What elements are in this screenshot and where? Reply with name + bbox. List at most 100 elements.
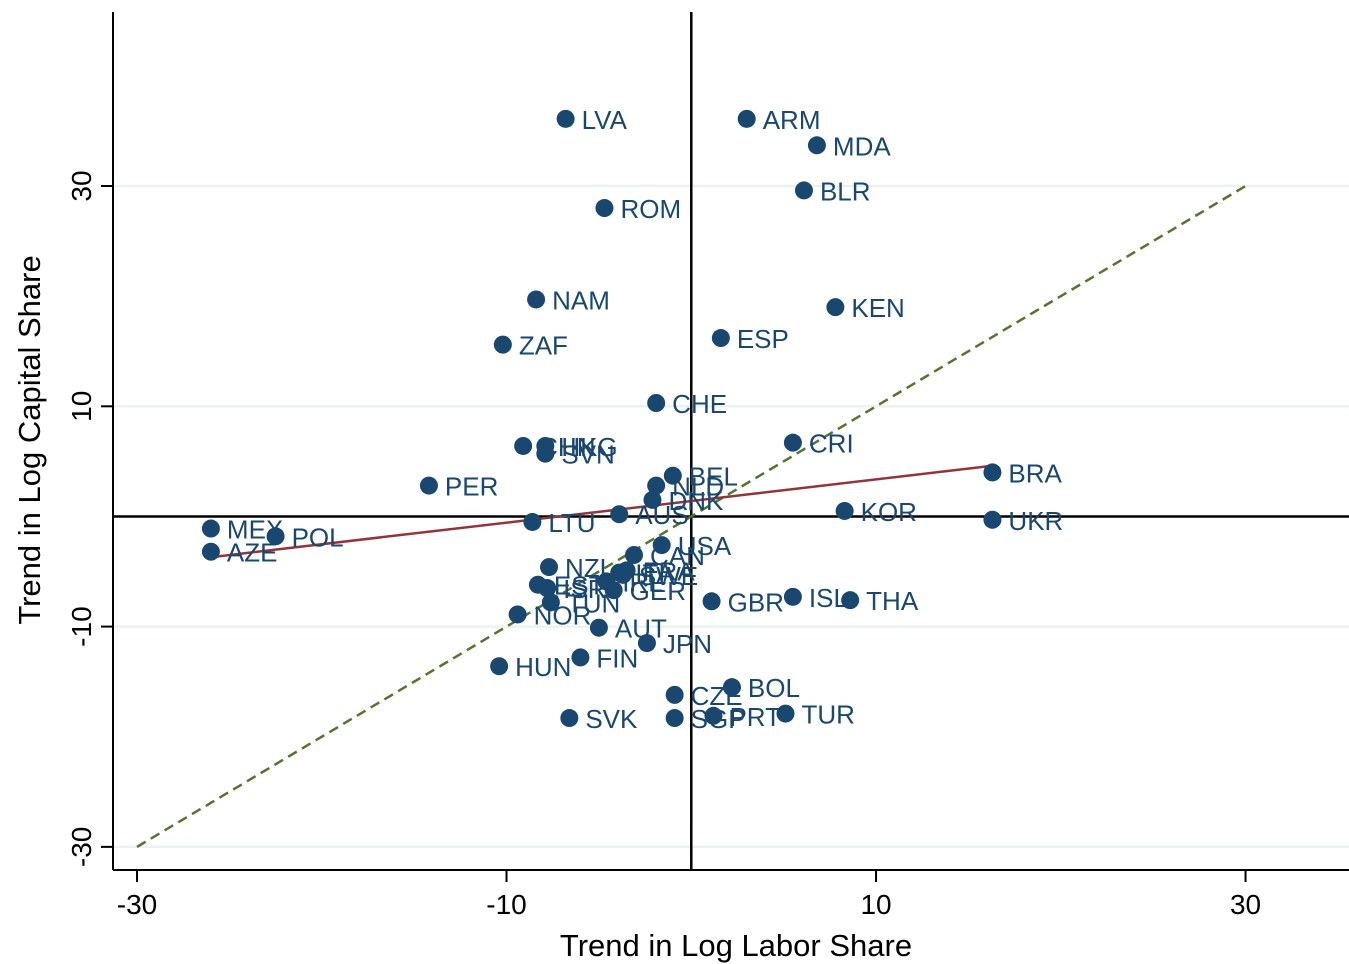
data-point-label: CRI xyxy=(809,429,854,459)
data-point-label: NLD xyxy=(672,472,724,502)
x-tick-label: -10 xyxy=(486,889,526,920)
gridlines xyxy=(113,184,1349,849)
data-point xyxy=(266,527,285,546)
data-point-label: NOR xyxy=(534,600,592,630)
data-point xyxy=(722,678,741,697)
data-point xyxy=(783,587,802,606)
data-point-label: KEN xyxy=(851,293,904,323)
data-point xyxy=(652,536,671,555)
data-point-label: BEL xyxy=(689,462,738,492)
data-point-label: GER xyxy=(630,576,686,606)
data-point xyxy=(647,476,666,495)
data-point-label: UKR xyxy=(1008,506,1063,536)
data-point xyxy=(571,648,590,667)
x-tick-label: -30 xyxy=(117,889,157,920)
data-point-label: JPN xyxy=(663,629,712,659)
data-point xyxy=(610,505,629,524)
diagonal-45-line xyxy=(136,184,1247,848)
y-tick-label: 30 xyxy=(66,170,97,201)
fitted-lines xyxy=(136,184,1247,848)
data-point xyxy=(527,290,546,309)
data-point xyxy=(704,706,723,725)
data-point xyxy=(826,298,845,317)
data-point-label: CAN xyxy=(650,541,705,571)
x-axis-title: Trend in Log Labor Share xyxy=(560,928,912,963)
data-point-label: SVN xyxy=(561,440,614,470)
data-point xyxy=(490,657,509,676)
fitted-regression-line xyxy=(210,464,993,559)
data-point xyxy=(201,542,220,561)
data-point xyxy=(595,199,614,218)
data-point-label: FIN xyxy=(596,643,638,673)
data-point xyxy=(783,433,802,452)
data-point-label: DNK xyxy=(668,486,724,516)
data-point xyxy=(637,634,656,653)
data-point xyxy=(983,463,1002,482)
data-point xyxy=(540,558,559,577)
data-point xyxy=(419,476,438,495)
data-point-label: SGP xyxy=(691,704,746,734)
data-point-label: EST xyxy=(554,571,605,601)
data-point-label: THA xyxy=(866,586,919,616)
data-point xyxy=(643,490,662,509)
y-tick-label: -30 xyxy=(66,827,97,867)
data-point-label: CHN xyxy=(539,432,595,462)
data-point-label: BRA xyxy=(1008,458,1062,488)
axes: -30 -10 10 30 -30 -10 10 30 xyxy=(66,12,1349,920)
data-point-label: GBR xyxy=(728,587,784,617)
data-point xyxy=(702,592,721,611)
data-point xyxy=(841,591,860,610)
data-point xyxy=(493,335,512,354)
data-point xyxy=(514,436,533,455)
data-point-label: ISR xyxy=(563,574,606,604)
data-point-label: BLR xyxy=(820,176,871,206)
data-point xyxy=(663,466,682,485)
data-point-label: ZAF xyxy=(519,331,568,361)
data-point xyxy=(625,545,644,564)
data-point-label: NAM xyxy=(552,285,610,315)
data-point xyxy=(589,618,608,637)
data-point-label: AUT xyxy=(615,614,667,644)
data-points xyxy=(201,109,1002,728)
data-point-label: ESP xyxy=(737,324,789,354)
reference-lines xyxy=(113,12,1349,870)
data-point-label: HKG xyxy=(561,432,617,462)
data-point-label: MEX xyxy=(227,515,283,545)
x-tick-label: 30 xyxy=(1230,889,1261,920)
data-point-label: SWE xyxy=(639,561,698,591)
data-point xyxy=(665,685,684,704)
data-point xyxy=(983,510,1002,529)
data-point xyxy=(604,581,623,600)
data-point-label: ITA xyxy=(635,559,674,589)
data-point-label: PER xyxy=(445,472,498,502)
data-point xyxy=(556,109,575,128)
data-point-label: NZL xyxy=(565,553,614,583)
y-tick-label: -10 xyxy=(66,606,97,646)
data-point xyxy=(201,519,220,538)
data-point-label: FRA xyxy=(643,556,696,586)
data-point-label: IRL xyxy=(622,567,662,597)
data-point xyxy=(835,501,854,520)
data-point xyxy=(647,394,666,413)
data-point-label: ARM xyxy=(763,105,821,135)
data-point-label: MDA xyxy=(833,131,891,161)
data-point-label: ROM xyxy=(620,194,681,224)
data-point-label: AUS xyxy=(635,500,688,530)
y-axis-title: Trend in Log Capital Share xyxy=(12,255,47,624)
data-point xyxy=(613,565,632,584)
data-point xyxy=(536,444,555,463)
data-point-label: PRT xyxy=(729,702,781,732)
data-point-label: CHE xyxy=(672,389,727,419)
data-point-label: KOR xyxy=(861,497,917,527)
data-point-label: CZE xyxy=(691,681,743,711)
data-point-label: HUN xyxy=(515,652,571,682)
x-tick-label: 10 xyxy=(860,889,891,920)
data-point xyxy=(541,593,560,612)
data-point xyxy=(807,136,826,155)
data-point xyxy=(665,709,684,728)
data-point xyxy=(794,181,813,200)
data-point xyxy=(523,512,542,531)
data-point xyxy=(538,579,557,598)
